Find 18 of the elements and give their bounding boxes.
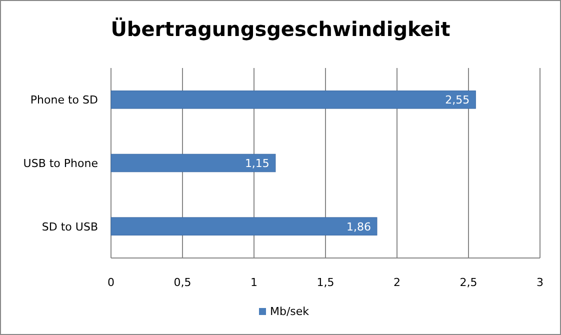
y-tick-label: SD to USB (42, 220, 98, 234)
x-tick-label: 1 (250, 276, 258, 289)
bar (110, 90, 476, 109)
bar (110, 217, 378, 236)
x-tick-label: 3 (536, 276, 544, 289)
bar (110, 154, 276, 172)
y-tick-label: Phone to SD (30, 94, 98, 107)
x-tick-label: 2,5 (460, 276, 478, 289)
x-tick-label: 0 (108, 276, 114, 289)
y-tick-label: USB to Phone (23, 157, 98, 170)
chart-title: Übertragungsgeschwindigkeit (110, 17, 451, 41)
data-label: 1,15 (244, 157, 270, 170)
legend-label: Mb/sek (270, 305, 310, 318)
data-label: 1,86 (346, 220, 371, 234)
x-tick-label: 1,5 (316, 276, 334, 289)
x-tick-label: 0,5 (174, 276, 192, 289)
data-label: 2,55 (445, 94, 470, 107)
x-tick-label: 2 (394, 276, 400, 289)
